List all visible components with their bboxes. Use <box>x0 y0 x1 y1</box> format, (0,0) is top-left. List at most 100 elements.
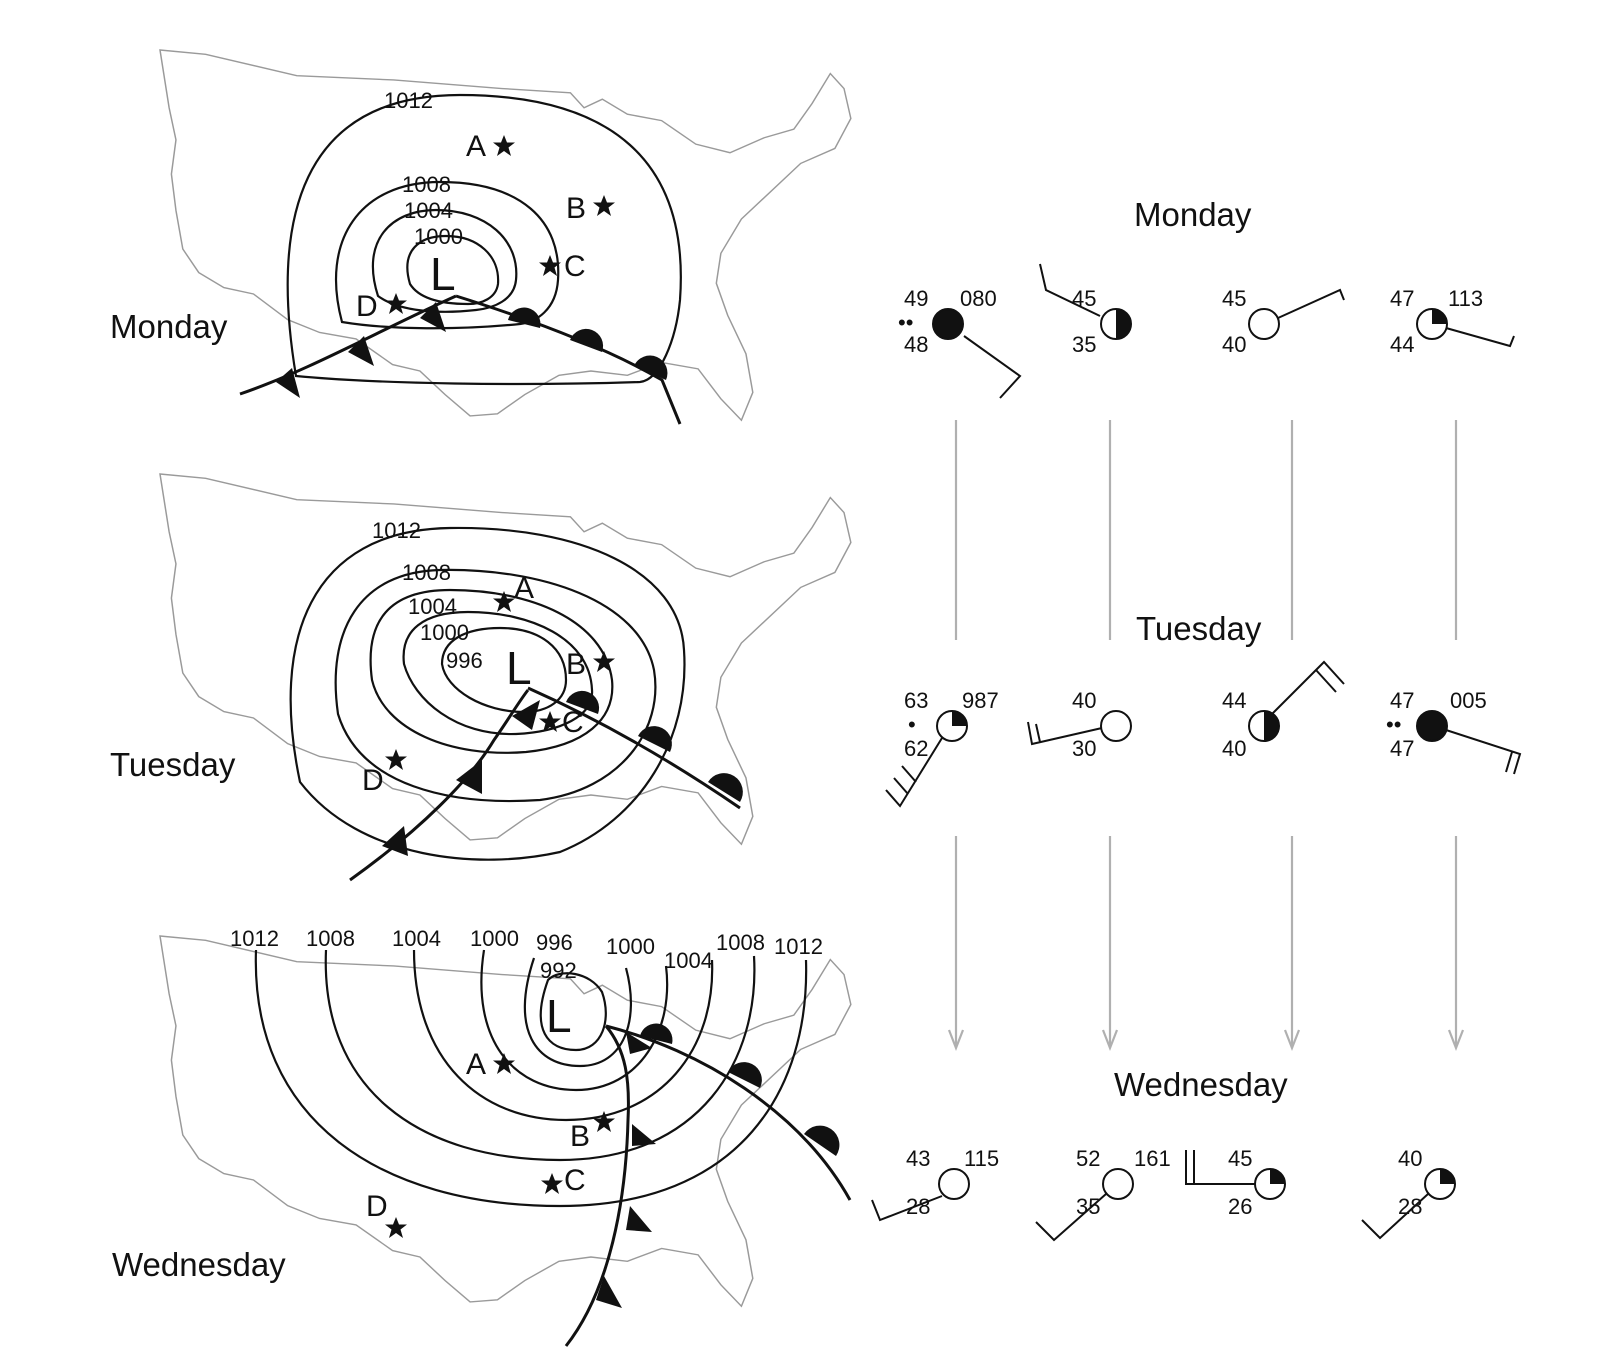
obs-temp: 52 <box>1076 1146 1100 1171</box>
isobar-label: 1008 <box>402 560 451 585</box>
obs-temp: 43 <box>906 1146 930 1171</box>
obs-temp: 63 <box>904 688 928 713</box>
station-star-d <box>385 1217 407 1238</box>
obs-dewpoint: 44 <box>1390 332 1414 357</box>
isobar-label: 1012 <box>372 518 421 543</box>
isobar-label: 992 <box>540 958 577 983</box>
day-label-monday: Monday <box>110 308 228 345</box>
station-label-a: A <box>466 130 486 163</box>
warm-front-semicircles-wednesday <box>640 1023 840 1156</box>
isobar-label: 1012 <box>230 926 279 951</box>
station-star-b <box>593 195 615 216</box>
station-model-wednesday-1: 43 28 115 <box>871 1146 999 1222</box>
low-pressure-label: L <box>546 990 572 1042</box>
obs-pressure: 115 <box>964 1146 999 1171</box>
obs-temp: 47 <box>1390 688 1414 713</box>
station-star-c <box>541 1173 563 1194</box>
station-model-wednesday-3: 45 26 <box>1185 1146 1286 1219</box>
station-model-monday-2: 45 35 <box>1039 263 1132 357</box>
flow-arrows <box>947 420 1465 1052</box>
obs-dewpoint: 28 <box>906 1194 930 1219</box>
obs-temp: 40 <box>1072 688 1096 713</box>
isobar-label: 1004 <box>404 198 453 223</box>
station-model-monday-4: 47 44 113 <box>1390 286 1515 357</box>
obs-pressure: 113 <box>1448 286 1483 311</box>
isobar-label: 1004 <box>392 926 441 951</box>
obs-weather: • <box>908 712 916 737</box>
obs-temp: 45 <box>1072 286 1096 311</box>
station-model-wednesday-4: 40 28 <box>1361 1146 1456 1240</box>
isobar-label: 1004 <box>408 594 457 619</box>
obs-temp: 49 <box>904 286 928 311</box>
us-outline <box>159 49 852 421</box>
station-model-panel: Monday Tuesday Wednesday 49 48 080 •• <box>871 196 1522 1242</box>
isobar-label: 1008 <box>402 172 451 197</box>
station-model-wednesday-2: 52 35 161 <box>1035 1146 1171 1242</box>
isobar-label: 1004 <box>664 948 713 973</box>
station-star-a <box>493 1053 515 1074</box>
obs-dewpoint: 26 <box>1228 1194 1252 1219</box>
obs-dewpoint: 62 <box>904 736 928 761</box>
warm-front-tuesday <box>527 686 741 810</box>
station-day-label-wednesday: Wednesday <box>1114 1066 1288 1103</box>
obs-pressure: 987 <box>962 688 999 713</box>
obs-dewpoint: 35 <box>1072 332 1096 357</box>
station-label-c: C <box>564 1164 586 1197</box>
warm-front-wednesday <box>605 1024 852 1201</box>
isobar-label: 1000 <box>470 926 519 951</box>
station-label-d: D <box>362 764 384 797</box>
isobar-label: 1008 <box>716 930 765 955</box>
obs-dewpoint: 40 <box>1222 332 1246 357</box>
isobar-label: 1000 <box>606 934 655 959</box>
obs-pressure: 161 <box>1134 1146 1171 1171</box>
cold-front-triangles-wednesday <box>596 1032 656 1308</box>
obs-temp: 45 <box>1228 1146 1252 1171</box>
isobar-label: 1012 <box>774 934 823 959</box>
isobar-label: 996 <box>446 648 483 673</box>
station-model-tuesday-3: 44 40 <box>1222 660 1345 761</box>
warm-front-monday <box>455 294 682 425</box>
obs-pressure: 005 <box>1450 688 1487 713</box>
obs-dewpoint: 40 <box>1222 736 1246 761</box>
cold-front-monday <box>239 294 457 396</box>
warm-front-semicircles-monday <box>508 307 668 380</box>
station-label-b: B <box>566 192 586 225</box>
station-star-a <box>493 135 515 156</box>
station-day-label-tuesday: Tuesday <box>1136 610 1262 647</box>
isobar-label: 1008 <box>306 926 355 951</box>
low-pressure-label: L <box>430 248 456 300</box>
obs-weather: •• <box>898 310 913 335</box>
cold-front-wednesday <box>564 1025 630 1347</box>
obs-temp: 44 <box>1222 688 1246 713</box>
obs-temp: 47 <box>1390 286 1414 311</box>
station-label-c: C <box>562 706 584 739</box>
isobars-wednesday <box>254 949 808 1208</box>
day-label-wednesday: Wednesday <box>112 1246 286 1283</box>
isobar-label: 1012 <box>384 88 433 113</box>
station-model-tuesday-1: 63 62 987 • <box>885 688 999 808</box>
obs-pressure: 080 <box>960 286 997 311</box>
station-model-monday-3: 45 40 <box>1222 286 1345 357</box>
isobars-tuesday <box>289 526 686 861</box>
map-wednesday: 1012 1008 1004 1000 996 992 1000 1004 10… <box>112 926 852 1347</box>
station-label-b: B <box>566 648 586 681</box>
obs-temp: 45 <box>1222 286 1246 311</box>
obs-weather: •• <box>1386 712 1401 737</box>
station-star-d <box>385 749 407 770</box>
day-label-tuesday: Tuesday <box>110 746 236 783</box>
station-label-c: C <box>564 250 586 283</box>
station-model-tuesday-2: 40 30 <box>1027 688 1132 761</box>
obs-dewpoint: 35 <box>1076 1194 1100 1219</box>
map-tuesday: 1012 1008 1004 1000 996 L A B C D Tuesda… <box>110 473 852 882</box>
station-label-a: A <box>514 572 534 605</box>
station-day-label-monday: Monday <box>1134 196 1252 233</box>
isobar-label: 1000 <box>414 224 463 249</box>
station-model-monday-1: 49 48 080 •• <box>898 286 1022 399</box>
cold-front-triangles-tuesday <box>382 700 540 856</box>
obs-dewpoint: 47 <box>1390 736 1414 761</box>
isobars-monday <box>286 93 682 386</box>
station-model-tuesday-4: 47 47 005 •• <box>1386 688 1522 775</box>
map-monday: 1012 1008 1004 1000 L A B C D Monday <box>110 49 852 425</box>
obs-temp: 40 <box>1398 1146 1422 1171</box>
obs-dewpoint: 28 <box>1398 1194 1422 1219</box>
